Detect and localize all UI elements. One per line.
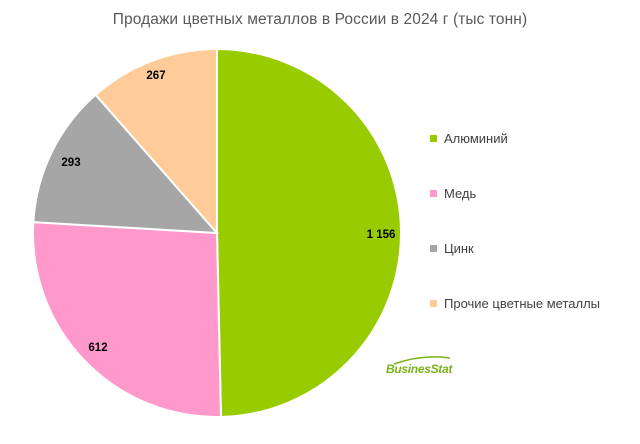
slice-other xyxy=(94,47,218,236)
watermark-swoosh-icon xyxy=(393,356,451,365)
chart-title: Продажи цветных металлов в России в 2024… xyxy=(112,11,528,28)
legend-swatch-other xyxy=(430,299,437,307)
data-label-aluminium: 1 156 xyxy=(367,229,396,241)
legend-item-zinc: Цинк xyxy=(430,238,600,258)
legend-item-other: Прочие цветные металлы xyxy=(430,293,600,313)
slice-copper xyxy=(32,221,222,418)
legend-item-copper: Медь xyxy=(430,183,600,203)
legend: Алюминий Медь Цинк Прочие цветные металл… xyxy=(430,128,600,348)
data-label-other: 267 xyxy=(146,70,165,82)
legend-swatch-aluminium xyxy=(430,134,437,142)
legend-label-zinc: Цинк xyxy=(444,240,474,256)
legend-label-other: Прочие цветные металлы xyxy=(444,295,601,311)
legend-label-copper: Медь xyxy=(444,185,477,201)
data-label-zinc: 293 xyxy=(61,157,80,169)
slice-aluminium xyxy=(216,47,402,418)
watermark-logo: BusinesStat xyxy=(386,362,453,376)
data-label-copper: 612 xyxy=(88,342,107,354)
legend-swatch-copper xyxy=(430,189,437,197)
legend-item-aluminium: Алюминий xyxy=(430,128,600,148)
slice-zinc xyxy=(32,93,220,235)
legend-label-aluminium: Алюминий xyxy=(444,130,508,146)
legend-swatch-zinc xyxy=(430,244,437,252)
